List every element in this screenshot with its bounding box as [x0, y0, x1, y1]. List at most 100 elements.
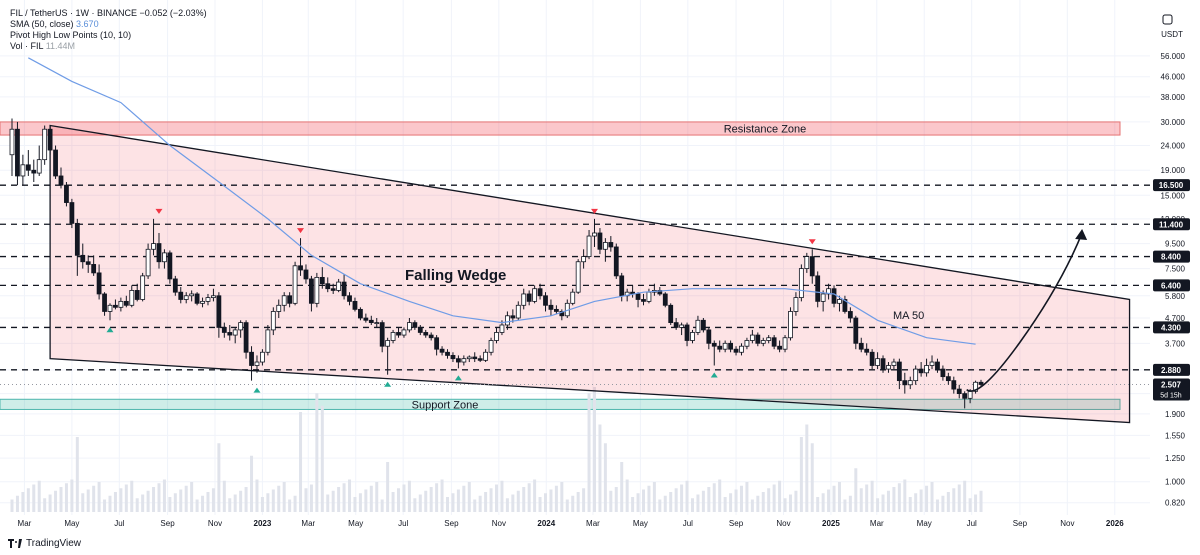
annotations: Falling Wedge MA 50	[405, 267, 924, 322]
level-price-label: 6.400	[1161, 281, 1182, 290]
price-change: −0.052 (−2.03%)	[139, 8, 207, 18]
volume-bar	[146, 490, 150, 512]
candle-body	[330, 288, 336, 291]
candle-body	[804, 256, 810, 269]
tradingview-branding[interactable]: TradingView	[8, 538, 81, 549]
projection-arrowhead	[1075, 228, 1088, 240]
volume-bar	[669, 492, 673, 512]
price-tick-label: 38.000	[1161, 93, 1186, 102]
candle-body	[85, 261, 91, 265]
current-price-label: 2.507	[1161, 380, 1182, 389]
volume-bar	[478, 495, 482, 512]
volume-bar	[456, 489, 460, 512]
volume-bar	[424, 490, 428, 512]
candle-body	[249, 351, 254, 366]
level-price-tag	[1153, 250, 1190, 263]
volume-bar	[516, 490, 520, 512]
volume-bar	[810, 443, 814, 512]
level-price-label: 11.400	[1159, 220, 1184, 229]
candle-body	[673, 322, 679, 328]
volume-bar	[897, 483, 901, 512]
volume-row[interactable]: Vol · FIL 11.44M	[10, 41, 207, 52]
volume-bar	[576, 492, 580, 512]
price-tick-label: 56.000	[1161, 52, 1186, 61]
volume-bar	[228, 498, 232, 512]
candle-body	[755, 334, 761, 344]
volume-bar	[233, 494, 237, 512]
candle-body	[935, 361, 940, 370]
volume-bar	[26, 488, 30, 512]
candle-body	[619, 275, 625, 297]
volume-bar	[614, 487, 618, 512]
candle-body	[189, 293, 195, 297]
volume-bar	[244, 487, 248, 512]
symbol-row[interactable]: FIL / TetherUS · 1W · BINANCE −0.052 (−2…	[10, 8, 207, 19]
volume-bar	[113, 492, 117, 512]
time-axis[interactable]: Mar May Jul Sep Nov 2023 Mar May Jul Sep Nov 2024 Ma…	[18, 519, 1125, 528]
candle-body	[129, 290, 135, 306]
pivot-high-marker	[297, 228, 305, 234]
volume-bar	[560, 482, 564, 512]
candle-body	[336, 281, 342, 291]
volume-bar	[946, 492, 950, 512]
tradingview-text: TradingView	[26, 538, 82, 549]
time-tick-label: Sep	[160, 519, 175, 528]
price-axis[interactable]: USDT 56.000 46.000 38.000 30.000 24.000 19.000…	[1153, 14, 1190, 508]
candle-body	[913, 368, 919, 382]
candle-body	[358, 308, 363, 319]
resistance-zone-label: Resistance Zone	[724, 123, 807, 135]
volume-bar	[625, 479, 629, 512]
volume-bar	[309, 484, 313, 512]
volume-bar	[206, 492, 210, 512]
volume-bar	[299, 412, 303, 512]
volume-bar	[854, 468, 858, 512]
resistance-zone	[0, 121, 1121, 136]
price-tick-label: 24.000	[1161, 142, 1186, 151]
volume-bar	[963, 480, 967, 512]
volume-bar	[320, 405, 324, 512]
volume-bar	[870, 480, 874, 512]
candle-body	[102, 293, 107, 312]
candle-body	[25, 164, 31, 171]
volume-bar	[876, 498, 880, 512]
candle-body	[401, 329, 407, 336]
candle-body	[842, 299, 848, 312]
volume-bar	[364, 489, 368, 512]
volume-bar	[739, 485, 743, 512]
candle-body	[314, 276, 320, 304]
candle-body	[695, 319, 701, 333]
volume-bar	[603, 443, 607, 512]
price-tick-label: 1.250	[1165, 454, 1186, 463]
candles	[9, 118, 984, 409]
volume-bar	[903, 479, 907, 512]
horizontal-levels	[0, 184, 1150, 385]
volume-bar	[620, 462, 624, 512]
time-tick-label: Jul	[398, 519, 408, 528]
candle-body	[837, 299, 842, 304]
volume-bar	[195, 499, 199, 512]
candle-body	[537, 288, 543, 297]
pivot-low-marker	[454, 375, 462, 381]
candle-body	[886, 365, 891, 370]
volume-bar	[331, 490, 335, 512]
volume-bar	[124, 484, 128, 512]
candle-body	[145, 248, 151, 277]
volume-bar	[685, 480, 689, 512]
candle-body	[967, 390, 973, 399]
candle-body	[374, 322, 380, 325]
candle-body	[205, 297, 211, 302]
volume-bar	[886, 490, 890, 512]
candle-body	[107, 304, 113, 312]
candle-body	[363, 317, 369, 321]
candle-body	[869, 351, 875, 366]
candle-body	[973, 381, 978, 392]
volume-bar	[184, 485, 188, 512]
volume-bar	[756, 495, 760, 512]
sma-row[interactable]: SMA (50, close) 3.670	[10, 19, 207, 30]
pivot-high-marker	[590, 208, 598, 214]
pivot-row[interactable]: Pivot High Low Points (10, 10)	[10, 30, 207, 41]
candle-body	[319, 276, 325, 285]
candle-body	[891, 361, 897, 366]
volume-bar	[21, 492, 25, 512]
